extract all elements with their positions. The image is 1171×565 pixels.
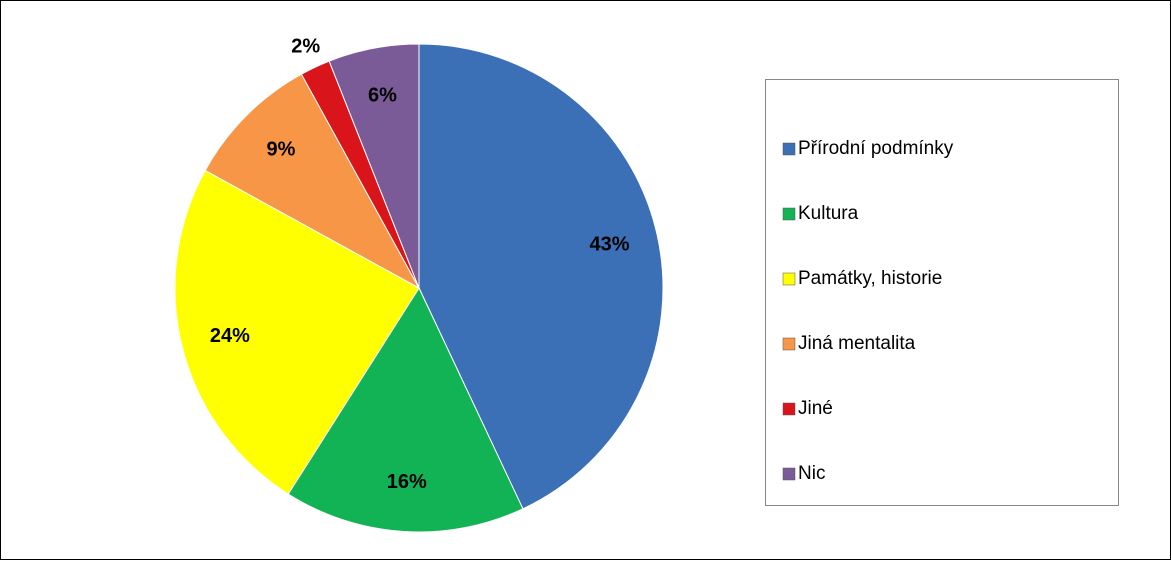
pie-slice bbox=[287, 286, 524, 533]
data-label: 43% bbox=[589, 234, 629, 256]
legend-label: Kultura bbox=[798, 203, 859, 224]
legend-swatch bbox=[782, 207, 796, 221]
legend-label: Nic bbox=[798, 463, 825, 484]
data-label: 24% bbox=[210, 325, 250, 347]
pie-slice bbox=[174, 169, 420, 495]
legend-label: Přírodní podmínky bbox=[798, 138, 954, 159]
legend-label: Jiná mentalita bbox=[798, 333, 916, 354]
legend-swatch bbox=[782, 337, 796, 351]
pie-slice bbox=[418, 43, 664, 510]
legend-label: Památky, historie bbox=[798, 268, 942, 289]
data-label: 16% bbox=[387, 471, 427, 493]
legend-swatch bbox=[782, 272, 796, 286]
pie-slice bbox=[204, 73, 421, 290]
legend-swatch bbox=[782, 142, 796, 156]
data-label: 2% bbox=[291, 36, 320, 58]
legend-swatch bbox=[782, 467, 796, 481]
legend-swatch bbox=[782, 402, 796, 416]
data-label: 6% bbox=[368, 85, 397, 107]
legend-label: Jiné bbox=[798, 398, 833, 419]
data-label: 9% bbox=[267, 138, 296, 160]
pie-slice bbox=[328, 43, 420, 289]
legend-box bbox=[765, 79, 1119, 506]
